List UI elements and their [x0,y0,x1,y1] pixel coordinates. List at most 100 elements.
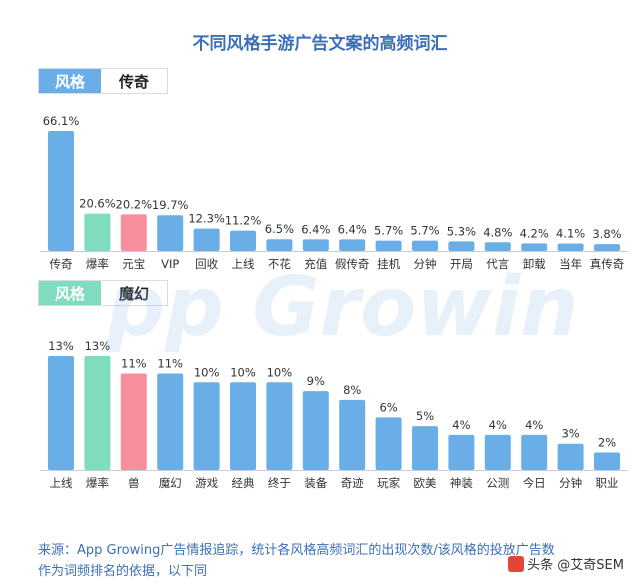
category-label: 分钟 [414,257,437,271]
bar-VIP [157,215,184,251]
category-label: 不花 [268,257,291,271]
category-label: 上线 [50,476,73,490]
source-note: 来源：App Growing广告情报追踪，统计各风格高频词汇的出现次数/该风格的… [38,543,555,579]
category-label: VIP [161,257,179,271]
category-label: 真传奇 [590,257,625,271]
category-label: 兽 [128,476,140,490]
bar-传奇 [48,131,74,251]
credit-text: 头条 @艾奇SEM [527,558,624,573]
toutiao-logo-icon [508,555,525,572]
chart-title: 不同风格手游广告文案的高频词汇 [192,34,448,54]
category-label: 当年 [559,257,582,271]
style-tag-magic: 风格 魔幻 [38,280,168,306]
value-label: 5.7% [410,224,439,238]
category-label: 代言 [486,257,509,271]
category-label: 经典 [232,476,255,490]
value-label: 5.7% [374,224,403,238]
value-label: 19.7% [152,198,189,212]
value-label: 4.2% [520,226,549,240]
value-label: 10% [230,365,256,379]
value-label: 4.8% [483,225,512,239]
category-label: 终于 [268,476,291,490]
value-label: 13% [85,339,111,353]
bar-玩家 [375,417,402,470]
value-label: 13% [48,339,74,353]
bar-卸载 [521,243,548,251]
bar-真传奇 [594,244,620,251]
watermark-text: App Growing [100,260,580,355]
bar-回收 [193,228,220,251]
bar-分钟 [412,240,438,251]
bar-欧美 [412,426,438,470]
category-label: 神装 [450,476,473,490]
value-label: 11.2% [225,214,262,228]
value-label: 2% [598,435,616,449]
category-label: 玩家 [377,476,400,490]
category-label: 卸载 [523,257,546,271]
category-label: 分钟 [559,476,582,490]
value-label: 12.3% [188,212,225,226]
value-label: 4% [452,418,470,432]
category-label: 元宝 [122,257,145,271]
category-label: 假传奇 [335,257,370,271]
value-label: 4.1% [556,227,585,241]
bar-代言 [484,242,511,251]
bar-神装 [448,434,475,470]
bar-职业 [594,452,620,470]
value-label: 20.6% [79,197,116,211]
category-label: 回收 [195,257,218,271]
bar-分钟 [557,443,584,470]
value-label: 8% [343,383,361,397]
category-label: 爆率 [86,476,109,490]
category-label: 职业 [596,476,619,490]
value-label: 6.5% [265,222,294,236]
category-label: 魔幻 [159,476,182,490]
value-label: 5% [416,409,434,423]
style-tag-value: 魔幻 [118,284,149,303]
value-label: 4% [525,418,543,432]
value-label: 9% [307,374,325,388]
bar-奇迹 [339,399,366,470]
bar-不花 [266,239,293,251]
bar-上线 [230,230,256,251]
bar-今日 [521,434,548,470]
value-label: 6.4% [338,222,367,236]
style-tag-value: 传奇 [118,72,149,91]
bar-充值 [302,239,329,251]
value-label: 3% [561,427,579,441]
bar-公测 [484,434,511,470]
bar-游戏 [193,382,220,470]
category-label: 爆率 [86,257,109,271]
value-label: 6% [379,400,397,414]
bar-上线 [48,356,74,470]
bar-经典 [230,382,256,470]
value-label: 10% [194,365,220,379]
bar-爆率 [84,213,111,251]
bar-开局 [448,241,475,251]
category-label: 奇迹 [341,476,364,490]
value-label: 3.8% [592,227,621,241]
bar-元宝 [120,214,147,251]
category-label: 装备 [304,476,327,490]
credit: 头条 @艾奇SEM [508,554,624,573]
category-label: 充值 [304,257,327,271]
style-tag-key: 风格 [39,281,101,305]
category-label: 今日 [523,476,546,490]
bar-挂机 [375,240,402,251]
style-tag-legend: 风格 传奇 [38,68,168,94]
category-label: 开局 [450,257,473,271]
bar-终于 [266,382,293,470]
value-label: 6.4% [301,222,330,236]
value-label: 66.1% [43,114,80,128]
category-label: 上线 [232,257,255,271]
bar-魔幻 [157,373,184,470]
bar-假传奇 [339,239,366,251]
bar-当年 [557,243,584,251]
category-label: 公测 [486,476,509,490]
value-label: 4% [489,418,507,432]
category-label: 挂机 [377,257,400,271]
category-label: 游戏 [195,476,218,490]
value-label: 10% [267,365,293,379]
value-label: 20.2% [116,197,153,211]
